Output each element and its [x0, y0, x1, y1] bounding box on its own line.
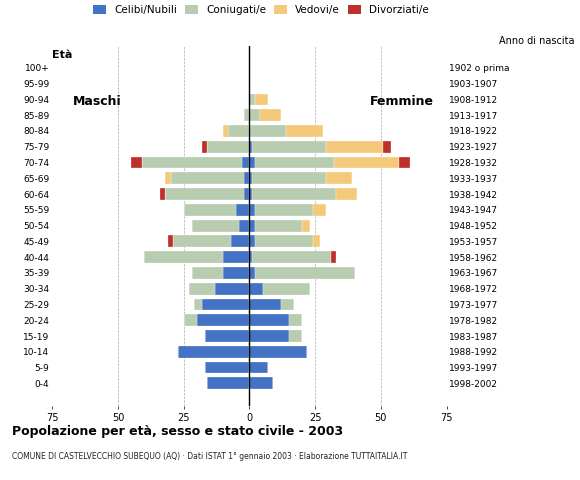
Bar: [249, 314, 289, 326]
Bar: [244, 172, 249, 184]
Bar: [249, 299, 281, 311]
Bar: [255, 204, 313, 216]
Bar: [205, 361, 249, 373]
Bar: [142, 156, 241, 168]
Bar: [191, 220, 239, 231]
Bar: [184, 204, 236, 216]
Bar: [249, 361, 268, 373]
Bar: [249, 172, 252, 184]
Bar: [302, 220, 310, 231]
Bar: [207, 141, 249, 153]
Text: Femmine: Femmine: [370, 96, 434, 108]
Legend: Celibi/Nubili, Coniugati/e, Vedovi/e, Divorziati/e: Celibi/Nubili, Coniugati/e, Vedovi/e, Di…: [93, 5, 429, 15]
Bar: [249, 346, 307, 358]
Bar: [252, 141, 325, 153]
Bar: [223, 251, 249, 263]
Bar: [255, 156, 334, 168]
Bar: [160, 188, 165, 200]
Bar: [281, 299, 294, 311]
Bar: [144, 251, 223, 263]
Bar: [189, 283, 215, 295]
Bar: [249, 188, 252, 200]
Bar: [313, 204, 325, 216]
Bar: [249, 267, 255, 279]
Bar: [194, 299, 202, 311]
Bar: [313, 236, 320, 247]
Bar: [179, 346, 249, 358]
Bar: [202, 141, 207, 153]
Text: Età: Età: [52, 50, 72, 60]
Bar: [325, 172, 352, 184]
Bar: [168, 236, 173, 247]
Bar: [249, 330, 289, 342]
Bar: [249, 236, 255, 247]
Bar: [334, 156, 399, 168]
Bar: [289, 314, 302, 326]
Bar: [205, 330, 249, 342]
Bar: [191, 267, 223, 279]
Bar: [131, 156, 142, 168]
Bar: [244, 188, 249, 200]
Bar: [252, 251, 331, 263]
Bar: [173, 236, 231, 247]
Bar: [249, 283, 263, 295]
Bar: [383, 141, 392, 153]
Bar: [399, 156, 410, 168]
Bar: [260, 109, 281, 121]
Bar: [239, 220, 249, 231]
Bar: [202, 299, 249, 311]
Bar: [252, 172, 325, 184]
Bar: [165, 188, 244, 200]
Bar: [289, 330, 302, 342]
Text: Popolazione per età, sesso e stato civile - 2003: Popolazione per età, sesso e stato civil…: [12, 425, 343, 438]
Bar: [255, 267, 354, 279]
Bar: [184, 314, 197, 326]
Bar: [255, 94, 268, 105]
Bar: [249, 204, 255, 216]
Bar: [255, 220, 302, 231]
Bar: [215, 283, 249, 295]
Bar: [252, 188, 336, 200]
Bar: [249, 251, 252, 263]
Bar: [165, 172, 171, 184]
Bar: [229, 125, 249, 137]
Bar: [236, 204, 249, 216]
Bar: [249, 377, 273, 389]
Bar: [244, 109, 249, 121]
Bar: [325, 141, 383, 153]
Bar: [336, 188, 357, 200]
Bar: [241, 156, 249, 168]
Bar: [207, 377, 249, 389]
Bar: [249, 220, 255, 231]
Bar: [249, 125, 286, 137]
Text: Anno di nascita: Anno di nascita: [499, 36, 574, 46]
Bar: [249, 156, 255, 168]
Bar: [249, 141, 252, 153]
Bar: [197, 314, 249, 326]
Bar: [331, 251, 336, 263]
Text: Maschi: Maschi: [72, 96, 121, 108]
Bar: [286, 125, 323, 137]
Bar: [255, 236, 313, 247]
Bar: [249, 94, 255, 105]
Bar: [263, 283, 310, 295]
Bar: [223, 267, 249, 279]
Bar: [231, 236, 249, 247]
Bar: [223, 125, 229, 137]
Bar: [171, 172, 244, 184]
Bar: [249, 109, 260, 121]
Text: COMUNE DI CASTELVECCHIO SUBEQUO (AQ) · Dati ISTAT 1° gennaio 2003 · Elaborazione: COMUNE DI CASTELVECCHIO SUBEQUO (AQ) · D…: [12, 452, 407, 461]
